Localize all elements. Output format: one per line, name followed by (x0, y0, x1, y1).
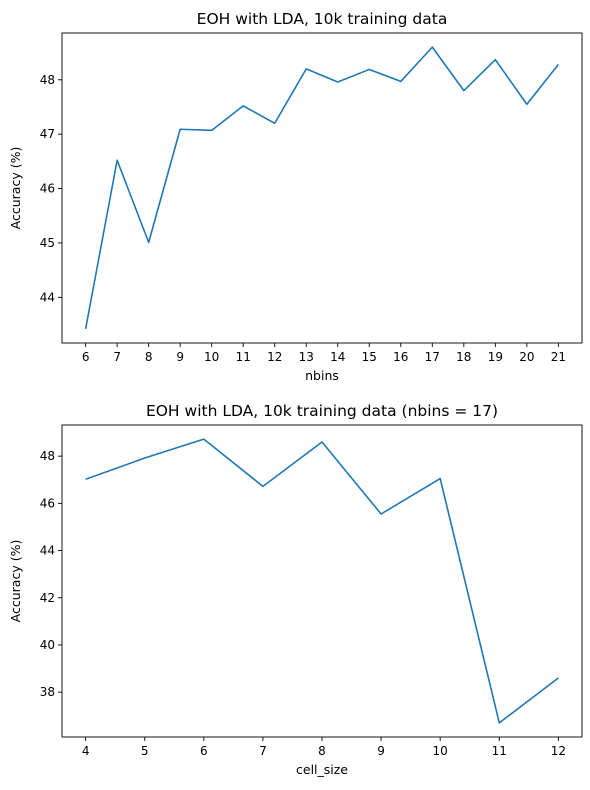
plot-area-frame (61, 424, 583, 738)
y-tick-label: 45 (40, 236, 55, 250)
y-tick-label: 47 (40, 127, 55, 141)
series-line (84, 46, 559, 330)
x-tick-label: 7 (113, 350, 121, 364)
x-tick-label: 16 (393, 350, 408, 364)
y-tick-label: 40 (40, 638, 55, 652)
x-tick-label: 11 (236, 350, 251, 364)
x-tick-label: 12 (267, 350, 282, 364)
x-tick-label: 18 (456, 350, 471, 364)
x-tick-label: 7 (259, 744, 267, 758)
top-line-chart: EOH with LDA, 10k training data 6 7 8 9 10 11 1… (8, 10, 583, 383)
chart-title: EOH with LDA, 10k training data (nbins =… (146, 402, 498, 420)
series-line (85, 438, 559, 724)
y-axis-label: Accuracy (%) (8, 540, 23, 623)
x-tick-label: 19 (488, 350, 503, 364)
x-tick-label: 10 (433, 744, 448, 758)
y-tick-label: 46 (40, 182, 55, 196)
y-tick-label: 48 (40, 73, 55, 87)
x-tick-label: 9 (176, 350, 184, 364)
y-tick-label: 46 (40, 496, 55, 510)
x-tick-label: 15 (362, 350, 377, 364)
x-tick-label: 9 (377, 744, 385, 758)
x-axis-label: cell_size (296, 762, 348, 777)
y-tick-label: 38 (40, 685, 55, 699)
x-tick-label: 17 (425, 350, 440, 364)
x-tick-label: 12 (551, 744, 566, 758)
chart-title: EOH with LDA, 10k training data (197, 10, 448, 28)
bottom-line-chart: EOH with LDA, 10k training data (nbins =… (8, 402, 583, 777)
x-tick-label: 13 (299, 350, 314, 364)
x-tick-label: 10 (204, 350, 219, 364)
y-axis-label: Accuracy (%) (8, 147, 23, 230)
x-tick-label: 20 (519, 350, 534, 364)
x-tick-label: 6 (200, 744, 208, 758)
y-tick-label: 48 (40, 449, 55, 463)
y-tick-label: 44 (40, 290, 55, 304)
x-tick-label: 8 (145, 350, 153, 364)
y-tick-label: 42 (40, 591, 55, 605)
plot-area-frame (61, 32, 583, 344)
x-tick-label: 6 (82, 350, 90, 364)
x-tick-label: 14 (330, 350, 345, 364)
x-tick-label: 4 (82, 744, 90, 758)
x-tick-label: 21 (551, 350, 566, 364)
x-tick-label: 11 (492, 744, 507, 758)
x-tick-label: 8 (318, 744, 326, 758)
x-axis-label: nbins (305, 368, 339, 383)
x-tick-label: 5 (141, 744, 149, 758)
y-tick-label: 44 (40, 544, 55, 558)
